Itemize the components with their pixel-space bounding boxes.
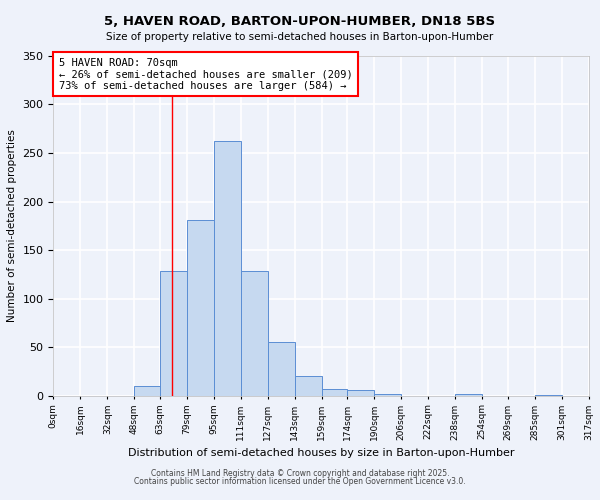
Bar xyxy=(134,386,160,396)
Text: 5 HAVEN ROAD: 70sqm
← 26% of semi-detached houses are smaller (209)
73% of semi-: 5 HAVEN ROAD: 70sqm ← 26% of semi-detach… xyxy=(59,58,352,91)
Bar xyxy=(322,389,347,396)
Bar xyxy=(347,390,374,396)
Bar xyxy=(455,394,482,396)
Bar xyxy=(295,376,322,396)
Text: Contains HM Land Registry data © Crown copyright and database right 2025.: Contains HM Land Registry data © Crown c… xyxy=(151,468,449,477)
Bar xyxy=(535,394,562,396)
Bar xyxy=(160,272,187,396)
Bar xyxy=(214,142,241,396)
Text: Contains public sector information licensed under the Open Government Licence v3: Contains public sector information licen… xyxy=(134,477,466,486)
Bar xyxy=(374,394,401,396)
Bar xyxy=(187,220,214,396)
X-axis label: Distribution of semi-detached houses by size in Barton-upon-Humber: Distribution of semi-detached houses by … xyxy=(128,448,514,458)
Text: Size of property relative to semi-detached houses in Barton-upon-Humber: Size of property relative to semi-detach… xyxy=(106,32,494,42)
Y-axis label: Number of semi-detached properties: Number of semi-detached properties xyxy=(7,130,17,322)
Bar xyxy=(241,272,268,396)
Bar xyxy=(268,342,295,396)
Text: 5, HAVEN ROAD, BARTON-UPON-HUMBER, DN18 5BS: 5, HAVEN ROAD, BARTON-UPON-HUMBER, DN18 … xyxy=(104,15,496,28)
